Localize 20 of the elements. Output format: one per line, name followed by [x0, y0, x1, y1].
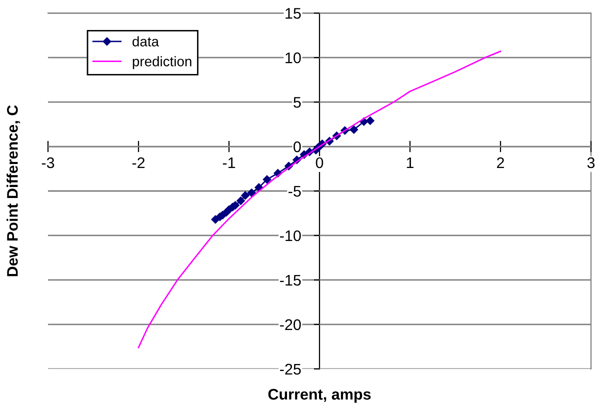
legend-label: data [132, 36, 159, 46]
x-tick-label: -1 [222, 158, 236, 168]
y-tick-label: -15 [280, 274, 301, 286]
y-tick-label: -5 [288, 186, 301, 197]
y-tick-label: -20 [280, 319, 301, 330]
y-tick-label: 10 [286, 52, 301, 64]
y-axis-title: Dew Point Difference, C [6, 105, 20, 276]
legend-label: prediction [132, 56, 192, 70]
x-tick-label: 2 [497, 157, 504, 168]
y-tick-label: -25 [280, 364, 301, 375]
y-tick-label: -10 [280, 230, 301, 242]
x-tick-label: -3 [42, 157, 54, 168]
x-axis-title: Current, amps [268, 388, 371, 403]
x-tick-label: 1 [406, 158, 414, 168]
y-tick-label: 15 [286, 8, 301, 19]
x-tick-label: 3 [587, 157, 595, 168]
y-tick-label: 5 [294, 97, 301, 108]
x-tick-label: -2 [132, 157, 145, 168]
y-tick-label: 0 [294, 141, 301, 152]
x-tick-label: 0 [316, 157, 324, 168]
